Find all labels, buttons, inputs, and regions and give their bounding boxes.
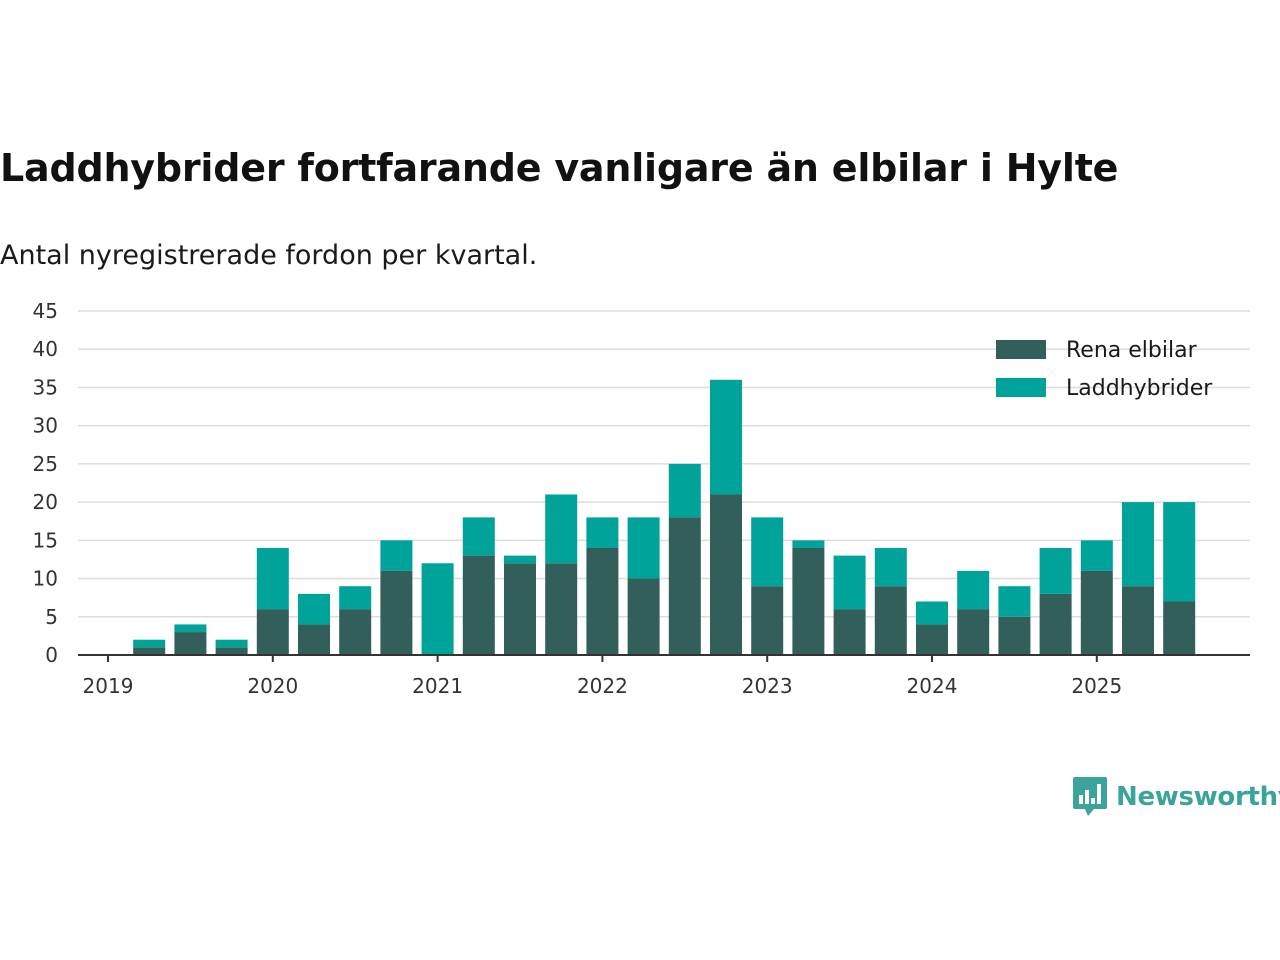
y-tick-label: 30 [33,414,58,438]
bar-laddhybrider [627,517,660,579]
x-axis: 2019 2020 2021 2022 2023 2024 2025 [78,654,1250,698]
bar-laddhybrider [1122,502,1154,587]
bar-rena-elbilar [874,586,907,655]
bar-laddhybrider [256,547,289,610]
bar-laddhybrider [998,586,1031,617]
bar-rena-elbilar [1080,570,1113,655]
bar-rena-elbilar [339,609,372,655]
bar-rena-elbilar [1122,586,1154,655]
y-axis-labels: 0 5 10 15 20 25 30 35 40 45 [33,299,58,667]
bar-rena-elbilar [957,609,990,655]
bar-laddhybrider [792,540,825,548]
x-tick-label: 2023 [742,674,793,698]
bar-laddhybrider [751,517,784,587]
bar-laddhybrider [1080,540,1113,571]
bar-rena-elbilar [751,586,784,655]
x-tick-label: 2025 [1071,674,1122,698]
bar-rena-elbilar [380,570,413,655]
bar-rena-elbilar [627,578,660,655]
y-tick-label: 0 [45,643,58,667]
newsworthy-logo-icon [1073,777,1107,816]
x-tick-label: 2021 [412,674,463,698]
bar-rena-elbilar [545,563,578,655]
bars [133,379,1196,655]
bar-rena-elbilar [668,517,701,655]
bar-rena-elbilar [504,563,536,655]
bar-laddhybrider [215,639,248,648]
y-tick-label: 20 [33,490,58,514]
y-tick-label: 40 [33,337,58,361]
bar-rena-elbilar [462,555,495,655]
bar-laddhybrider [339,586,372,610]
bar-laddhybrider [380,540,413,571]
bar-rena-elbilar [1039,593,1072,655]
bar-laddhybrider [545,494,578,564]
x-tick-label: 2020 [247,674,298,698]
y-tick-label: 25 [33,452,58,476]
bar-laddhybrider [916,601,948,625]
bar-laddhybrider [133,639,166,648]
y-tick-label: 35 [33,375,58,399]
bar-laddhybrider [586,517,619,548]
chart-title: Laddhybrider fortfarande vanligare än el… [0,146,1119,190]
bar-rena-elbilar [833,609,866,655]
bar-rena-elbilar [298,624,330,655]
newsworthy-logo: Newsworthy [1072,776,1280,818]
bar-laddhybrider [710,379,742,495]
bar-laddhybrider [668,463,701,518]
y-tick-label: 45 [33,299,58,323]
newsworthy-logo-text: Newsworthy [1116,782,1280,812]
legend-swatch [996,340,1046,359]
legend-swatch [996,378,1046,397]
y-tick-label: 5 [45,605,58,629]
bar-rena-elbilar [174,632,207,655]
bar-laddhybrider [174,624,207,633]
bar-rena-elbilar [710,494,742,655]
bar-rena-elbilar [998,616,1031,655]
bar-laddhybrider [462,517,495,556]
y-tick-label: 10 [33,567,58,591]
bar-rena-elbilar [133,647,166,655]
bar-laddhybrider [874,547,907,587]
legend-label: Laddhybrider [1066,376,1213,401]
chart-subtitle: Antal nyregistrerade fordon per kvartal. [0,240,538,271]
bar-laddhybrider [421,563,454,655]
bar-rena-elbilar [215,647,248,655]
bar-rena-elbilar [792,547,825,655]
bar-laddhybrider [957,570,990,610]
bar-rena-elbilar [916,624,948,655]
bar-laddhybrider [1163,502,1196,602]
bar-rena-elbilar [586,547,619,655]
bar-laddhybrider [504,555,536,564]
x-tick-label: 2019 [83,674,134,698]
legend: Rena elbilar Laddhybrider [996,338,1213,401]
bar-rena-elbilar [1163,601,1196,655]
legend-label: Rena elbilar [1066,338,1198,363]
bar-laddhybrider [298,593,330,625]
x-tick-label: 2024 [907,674,958,698]
bar-laddhybrider [1039,547,1072,594]
y-tick-label: 15 [33,528,58,552]
bar-laddhybrider [833,555,866,610]
bar-rena-elbilar [256,609,289,655]
x-tick-label: 2022 [577,674,628,698]
